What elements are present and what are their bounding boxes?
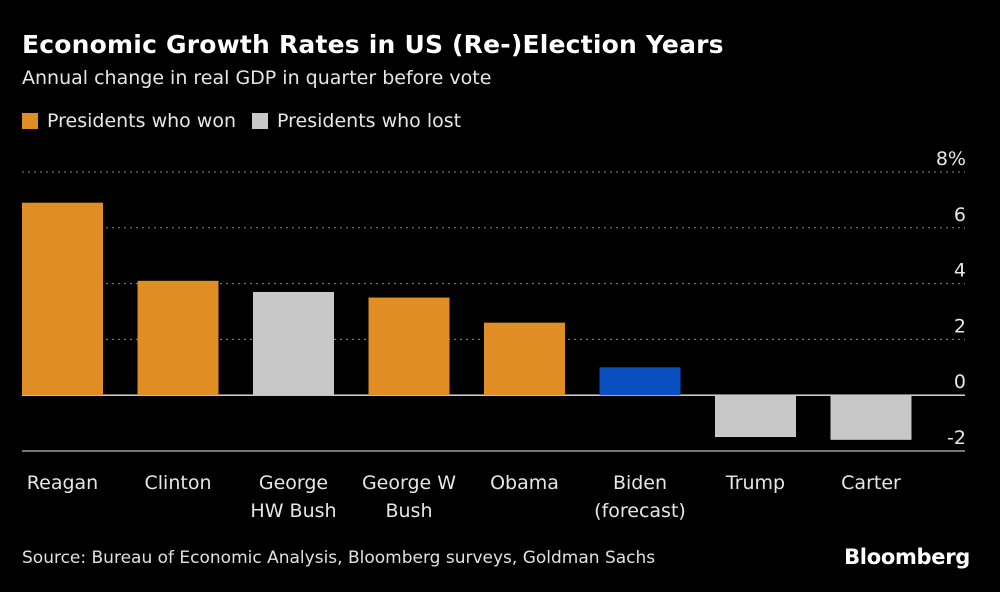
bar [22, 202, 103, 396]
x-tick-label: George [259, 472, 328, 494]
source-note: Source: Bureau of Economic Analysis, Blo… [22, 548, 656, 568]
chart-subtitle: Annual change in real GDP in quarter bef… [22, 67, 492, 89]
legend-label-lost: Presidents who lost [277, 110, 462, 132]
legend-swatch-won [22, 113, 38, 129]
bar [484, 322, 565, 396]
bloomberg-logo: Bloomberg [844, 545, 970, 569]
y-tick-label: -2 [947, 427, 966, 449]
y-tick-label: 2 [954, 315, 966, 337]
x-tick-label: Bush [385, 500, 432, 522]
bar [599, 367, 681, 396]
legend-swatch-lost [252, 113, 269, 129]
bar [715, 395, 796, 438]
y-tick-label: 6 [954, 204, 966, 226]
bar [253, 291, 334, 396]
legend-item-won: Presidents who won [22, 110, 236, 132]
bar-chart: -2 0 2 4 6 8% Reagan Clinton George HW Bush Georg… [22, 148, 966, 522]
x-tick-label: George W [362, 472, 456, 494]
x-tick-label: Biden [613, 472, 667, 494]
bar [137, 280, 219, 396]
x-tick-label: HW Bush [250, 500, 336, 522]
legend: Presidents who won Presidents who lost [22, 110, 477, 132]
x-axis: Reagan Clinton George HW Bush George W Bush Ob… [27, 472, 901, 522]
x-tick-label: (forecast) [594, 500, 686, 522]
bar [830, 395, 912, 440]
y-axis: -2 0 2 4 6 8% [936, 148, 966, 449]
x-tick-label: Clinton [145, 472, 212, 494]
y-tick-label: 8% [936, 148, 966, 170]
y-tick-label: 4 [954, 260, 966, 282]
y-tick-label: 0 [954, 371, 966, 393]
x-tick-label: Trump [725, 472, 785, 494]
legend-item-lost: Presidents who lost [252, 110, 461, 132]
x-tick-label: Carter [841, 472, 901, 494]
legend-label-won: Presidents who won [47, 110, 237, 132]
x-tick-label: Obama [490, 472, 559, 494]
bars [22, 202, 912, 440]
bar [368, 297, 450, 396]
chart-title: Economic Growth Rates in US (Re-)Electio… [22, 30, 724, 59]
x-tick-label: Reagan [27, 472, 98, 494]
